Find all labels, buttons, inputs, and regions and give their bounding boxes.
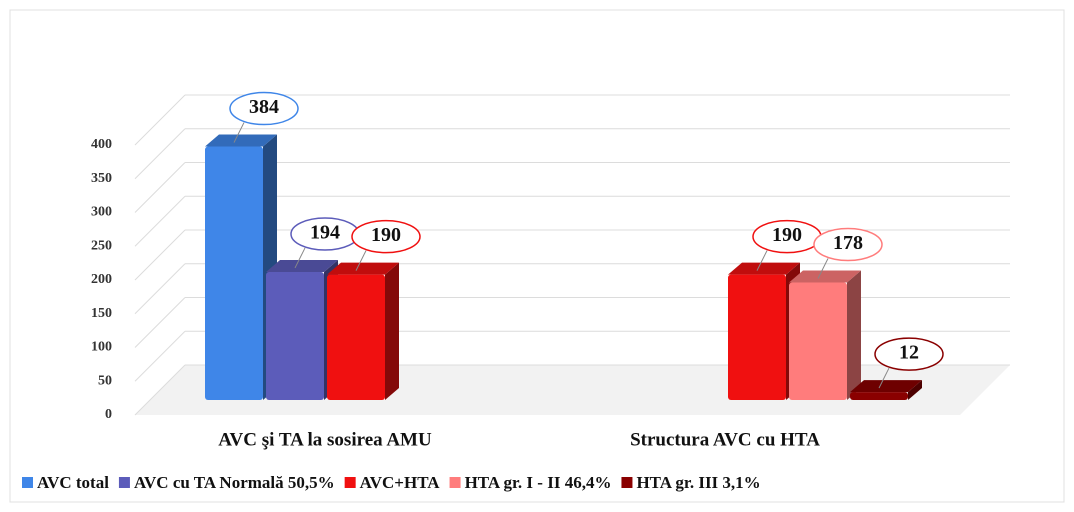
y-tick-label: 0 bbox=[105, 407, 112, 422]
value-label: 178 bbox=[833, 232, 863, 254]
value-label: 194 bbox=[310, 222, 340, 244]
legend-label: AVC total bbox=[37, 473, 109, 492]
legend-swatch bbox=[118, 477, 130, 488]
chart-frame bbox=[9, 9, 1065, 503]
grid-line bbox=[134, 229, 186, 281]
bar-top bbox=[205, 134, 277, 147]
bar-side bbox=[908, 380, 922, 400]
y-tick-label: 150 bbox=[91, 306, 112, 321]
label-leader bbox=[294, 247, 306, 269]
y-tick-label: 250 bbox=[91, 238, 112, 253]
legend-label: HTA gr. III 3,1% bbox=[636, 473, 760, 492]
label-bubble bbox=[229, 91, 299, 126]
bar bbox=[327, 274, 385, 400]
legend-swatch bbox=[449, 477, 461, 488]
grid-line bbox=[134, 162, 186, 213]
y-tick-label: 400 bbox=[91, 137, 112, 152]
grid-line bbox=[134, 195, 186, 247]
bar-top bbox=[327, 262, 399, 275]
legend-swatch bbox=[621, 477, 633, 488]
label-leader bbox=[756, 250, 768, 271]
y-tick-label: 200 bbox=[91, 272, 112, 287]
bar-top bbox=[789, 270, 861, 283]
label-bubble bbox=[874, 337, 944, 371]
grid-line bbox=[134, 128, 186, 180]
value-label: 12 bbox=[899, 342, 919, 364]
label-leader bbox=[817, 258, 829, 279]
grid-line bbox=[134, 263, 186, 315]
label-leader bbox=[878, 367, 890, 389]
grid-line bbox=[134, 330, 186, 382]
y-tick-label: 350 bbox=[91, 171, 112, 186]
value-label: 190 bbox=[772, 224, 802, 246]
grid-line bbox=[134, 94, 186, 146]
bar bbox=[728, 274, 786, 400]
bar bbox=[205, 146, 263, 400]
label-bubble bbox=[813, 227, 883, 262]
y-tick-label: 50 bbox=[98, 373, 112, 388]
x-tick-label: Structura AVC cu HTA bbox=[630, 429, 820, 450]
bar bbox=[850, 392, 908, 400]
legend-label: AVC+HTA bbox=[360, 473, 441, 492]
grid-line bbox=[134, 297, 186, 348]
label-leader bbox=[233, 122, 245, 143]
label-leader bbox=[355, 250, 367, 271]
value-label: 190 bbox=[371, 224, 401, 246]
y-tick-label: 300 bbox=[91, 205, 112, 220]
bar bbox=[789, 282, 847, 400]
bar-side bbox=[847, 270, 861, 400]
legend-label: HTA gr. I - II 46,4% bbox=[465, 473, 612, 492]
label-bubble bbox=[351, 219, 421, 254]
grid-line bbox=[134, 364, 186, 416]
bar bbox=[266, 271, 324, 400]
bar-side bbox=[385, 262, 399, 400]
legend-swatch bbox=[344, 477, 356, 488]
y-tick-label: 100 bbox=[91, 340, 112, 355]
bar-top bbox=[850, 380, 922, 393]
legend-swatch bbox=[22, 477, 33, 488]
bar-top bbox=[728, 262, 800, 275]
value-label: 384 bbox=[249, 96, 279, 118]
legend-label: AVC cu TA Normală 50,5% bbox=[134, 473, 335, 492]
bar-top bbox=[266, 259, 338, 272]
x-tick-label: AVC şi TA la sosirea AMU bbox=[218, 429, 432, 450]
